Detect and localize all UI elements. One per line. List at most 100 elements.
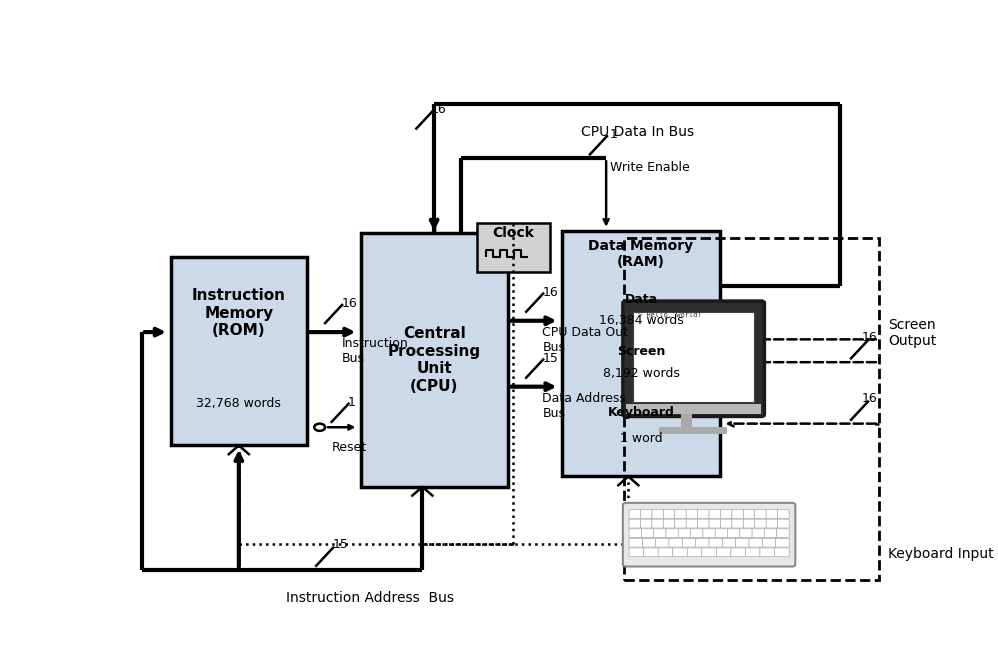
FancyBboxPatch shape (744, 519, 754, 528)
FancyBboxPatch shape (644, 548, 659, 556)
FancyBboxPatch shape (696, 538, 710, 547)
Bar (626, 404, 761, 415)
Text: Reset: Reset (331, 442, 366, 454)
FancyBboxPatch shape (477, 223, 550, 272)
FancyBboxPatch shape (652, 519, 664, 528)
FancyBboxPatch shape (709, 509, 721, 518)
Text: 15: 15 (543, 351, 558, 365)
Text: 15: 15 (332, 538, 348, 551)
FancyBboxPatch shape (776, 529, 789, 538)
Text: Instruction
Memory
(ROM): Instruction Memory (ROM) (192, 288, 285, 338)
FancyBboxPatch shape (744, 509, 754, 518)
FancyBboxPatch shape (658, 548, 673, 556)
FancyBboxPatch shape (728, 529, 740, 538)
FancyBboxPatch shape (687, 519, 698, 528)
FancyBboxPatch shape (749, 538, 762, 547)
FancyBboxPatch shape (675, 509, 687, 518)
Text: Screen: Screen (617, 345, 666, 358)
FancyBboxPatch shape (777, 509, 789, 518)
Text: CPU Data Out
Bus: CPU Data Out Bus (543, 326, 629, 354)
FancyBboxPatch shape (673, 548, 688, 556)
FancyBboxPatch shape (709, 519, 721, 528)
Text: Central
Processing
Unit
(CPU): Central Processing Unit (CPU) (387, 327, 481, 394)
Text: Screen
Output: Screen Output (888, 318, 936, 348)
Text: Write Enable: Write Enable (610, 161, 690, 174)
FancyBboxPatch shape (736, 538, 749, 547)
Text: 1 word: 1 word (620, 432, 663, 445)
FancyBboxPatch shape (664, 509, 675, 518)
FancyBboxPatch shape (766, 519, 777, 528)
Text: Data: Data (625, 293, 658, 306)
FancyBboxPatch shape (629, 529, 642, 538)
FancyBboxPatch shape (723, 538, 736, 547)
FancyBboxPatch shape (679, 529, 691, 538)
FancyBboxPatch shape (717, 548, 731, 556)
FancyBboxPatch shape (629, 548, 644, 556)
FancyBboxPatch shape (623, 503, 795, 566)
FancyBboxPatch shape (698, 509, 710, 518)
FancyBboxPatch shape (675, 519, 687, 528)
FancyBboxPatch shape (643, 538, 656, 547)
FancyBboxPatch shape (360, 233, 508, 487)
FancyBboxPatch shape (641, 509, 652, 518)
FancyBboxPatch shape (698, 519, 710, 528)
FancyBboxPatch shape (775, 538, 789, 547)
Bar (633, 312, 754, 402)
FancyBboxPatch shape (754, 509, 766, 518)
Text: 1: 1 (348, 396, 355, 409)
Text: Keyboard: Keyboard (608, 406, 675, 419)
Text: 16: 16 (861, 331, 877, 344)
Text: Data Address
Bus: Data Address Bus (543, 392, 627, 420)
FancyBboxPatch shape (683, 538, 696, 547)
FancyBboxPatch shape (669, 538, 683, 547)
FancyBboxPatch shape (642, 529, 654, 538)
Text: Keyboard Input: Keyboard Input (888, 547, 994, 561)
FancyBboxPatch shape (762, 538, 775, 547)
FancyBboxPatch shape (721, 519, 732, 528)
Text: Data Memory
(RAM): Data Memory (RAM) (589, 239, 694, 269)
FancyBboxPatch shape (623, 301, 764, 417)
FancyBboxPatch shape (740, 529, 752, 538)
Text: Instruction Address  Bus: Instruction Address Bus (286, 591, 454, 605)
FancyBboxPatch shape (721, 509, 732, 518)
FancyBboxPatch shape (754, 519, 766, 528)
Text: 16: 16 (341, 297, 357, 310)
FancyBboxPatch shape (687, 509, 698, 518)
FancyBboxPatch shape (703, 529, 716, 538)
Text: Instruction
Bus: Instruction Bus (341, 337, 408, 366)
FancyBboxPatch shape (709, 538, 723, 547)
FancyBboxPatch shape (746, 548, 760, 556)
Text: 32,768 words: 32,768 words (197, 397, 281, 411)
FancyBboxPatch shape (629, 519, 641, 528)
Bar (624, 239, 879, 580)
FancyBboxPatch shape (732, 519, 744, 528)
FancyBboxPatch shape (641, 519, 652, 528)
FancyBboxPatch shape (716, 529, 728, 538)
FancyBboxPatch shape (654, 529, 666, 538)
Text: CPU Data In Bus: CPU Data In Bus (581, 126, 694, 139)
Text: > Hello, world!: > Hello, world! (638, 312, 702, 319)
FancyBboxPatch shape (702, 548, 717, 556)
FancyBboxPatch shape (732, 509, 744, 518)
FancyBboxPatch shape (752, 529, 764, 538)
FancyBboxPatch shape (691, 529, 703, 538)
Text: 16,384 words: 16,384 words (599, 314, 684, 327)
Text: 8,192 words: 8,192 words (603, 367, 680, 380)
Text: Clock: Clock (492, 226, 534, 240)
FancyBboxPatch shape (777, 519, 789, 528)
FancyBboxPatch shape (629, 538, 643, 547)
FancyBboxPatch shape (172, 257, 306, 446)
FancyBboxPatch shape (664, 519, 675, 528)
FancyBboxPatch shape (774, 548, 789, 556)
FancyBboxPatch shape (731, 548, 746, 556)
Text: 16: 16 (430, 103, 446, 116)
FancyBboxPatch shape (562, 230, 721, 476)
Text: 1: 1 (610, 128, 618, 142)
FancyBboxPatch shape (688, 548, 702, 556)
FancyBboxPatch shape (759, 548, 774, 556)
FancyBboxPatch shape (656, 538, 670, 547)
Text: 16: 16 (543, 286, 558, 299)
FancyBboxPatch shape (764, 529, 776, 538)
FancyBboxPatch shape (629, 509, 641, 518)
Text: 16: 16 (861, 392, 877, 405)
